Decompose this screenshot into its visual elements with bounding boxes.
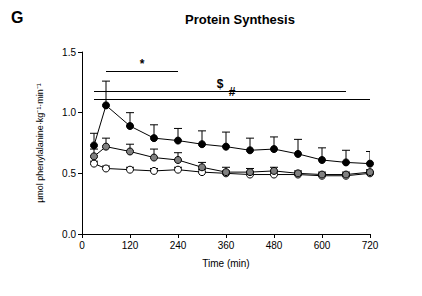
svg-text:G: G <box>11 9 23 26</box>
svg-text:#: # <box>229 85 236 99</box>
svg-text:240: 240 <box>170 240 187 251</box>
svg-text:600: 600 <box>314 240 331 251</box>
svg-text:480: 480 <box>266 240 283 251</box>
svg-text:1.5: 1.5 <box>62 47 76 58</box>
svg-text:0.0: 0.0 <box>62 229 76 240</box>
svg-text:360: 360 <box>218 240 235 251</box>
svg-text:Time (min): Time (min) <box>202 258 249 269</box>
svg-text:120: 120 <box>122 240 139 251</box>
svg-text:µmol phenylalanine·kg⁻¹·min⁻¹: µmol phenylalanine·kg⁻¹·min⁻¹ <box>35 83 45 203</box>
svg-text:720: 720 <box>362 240 379 251</box>
svg-text:0.5: 0.5 <box>62 168 76 179</box>
svg-text:Protein Synthesis: Protein Synthesis <box>185 12 295 27</box>
svg-text:0: 0 <box>79 240 85 251</box>
svg-text:$: $ <box>217 77 224 91</box>
svg-text:*: * <box>140 57 145 71</box>
svg-text:1.0: 1.0 <box>62 107 76 118</box>
